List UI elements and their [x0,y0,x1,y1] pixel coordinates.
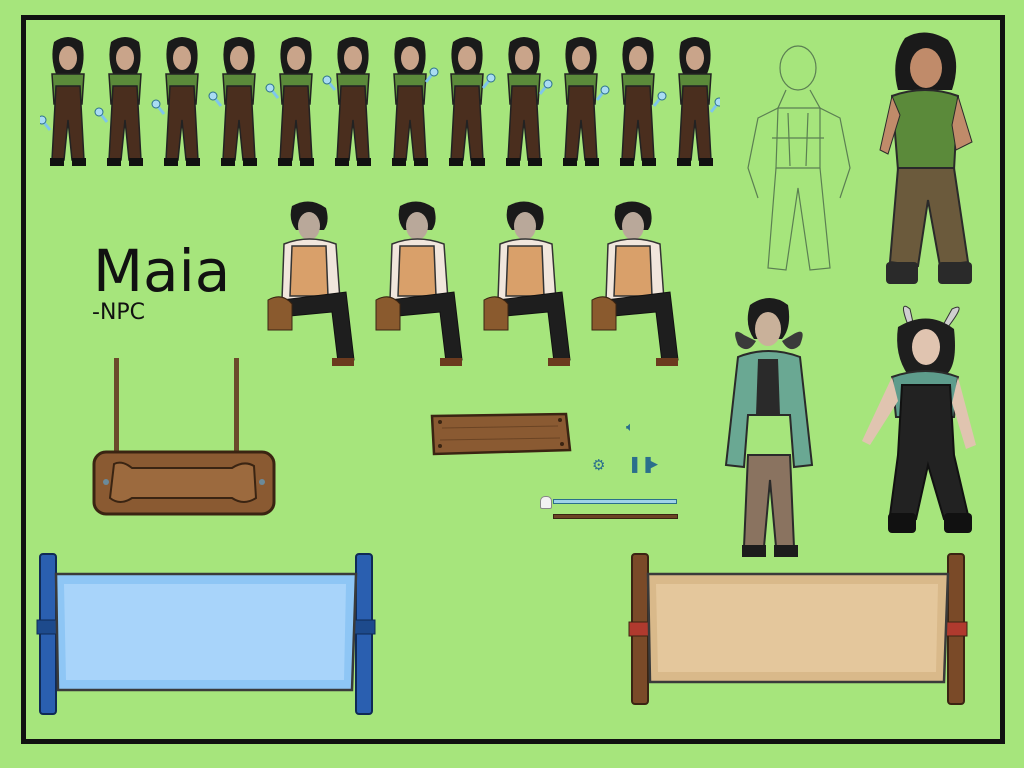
speaker-icon[interactable]: 🔈︎ [626,420,634,435]
wood-divider-bar [553,514,678,519]
walk-frame [392,37,439,166]
walk-frame [94,37,143,166]
walk-frame [265,37,314,166]
sitting-frame [591,201,679,366]
pause-icon[interactable]: ❚❚ [628,454,655,473]
spritesheet-frame [21,15,1005,744]
tan-scroll-banner [628,553,968,705]
wood-plank-button[interactable] [428,412,572,456]
horned-npc-figure [724,298,814,557]
walk-frame [449,37,496,166]
character-name: Maia [93,237,231,305]
gear-icon[interactable]: ⚙ [592,456,606,474]
volume-slider[interactable] [535,494,680,509]
character-role: -NPC [92,300,146,325]
blue-scroll-banner [36,553,376,715]
walk-frame [322,37,371,166]
ghost-icon[interactable] [540,496,552,509]
walk-frame [563,37,610,166]
sitting-frame [483,201,571,366]
walk-frame [40,37,86,166]
bunny-eared-npc-figure [862,305,976,533]
maia-full-portrait [879,32,973,284]
sketch-figure [747,45,851,271]
sitting-frame [375,201,463,366]
walk-frame [506,37,553,166]
tool-animation-strip [40,37,720,166]
play-icon[interactable]: ▶ [648,457,658,472]
walk-frame [151,37,200,166]
hanging-wood-sign [92,358,276,516]
walk-frame [208,37,257,166]
sitting-animation-strip [267,201,679,366]
sitting-frame [267,201,355,366]
slider-track[interactable] [553,499,677,504]
walk-frame [620,37,667,166]
walk-frame [677,37,720,166]
